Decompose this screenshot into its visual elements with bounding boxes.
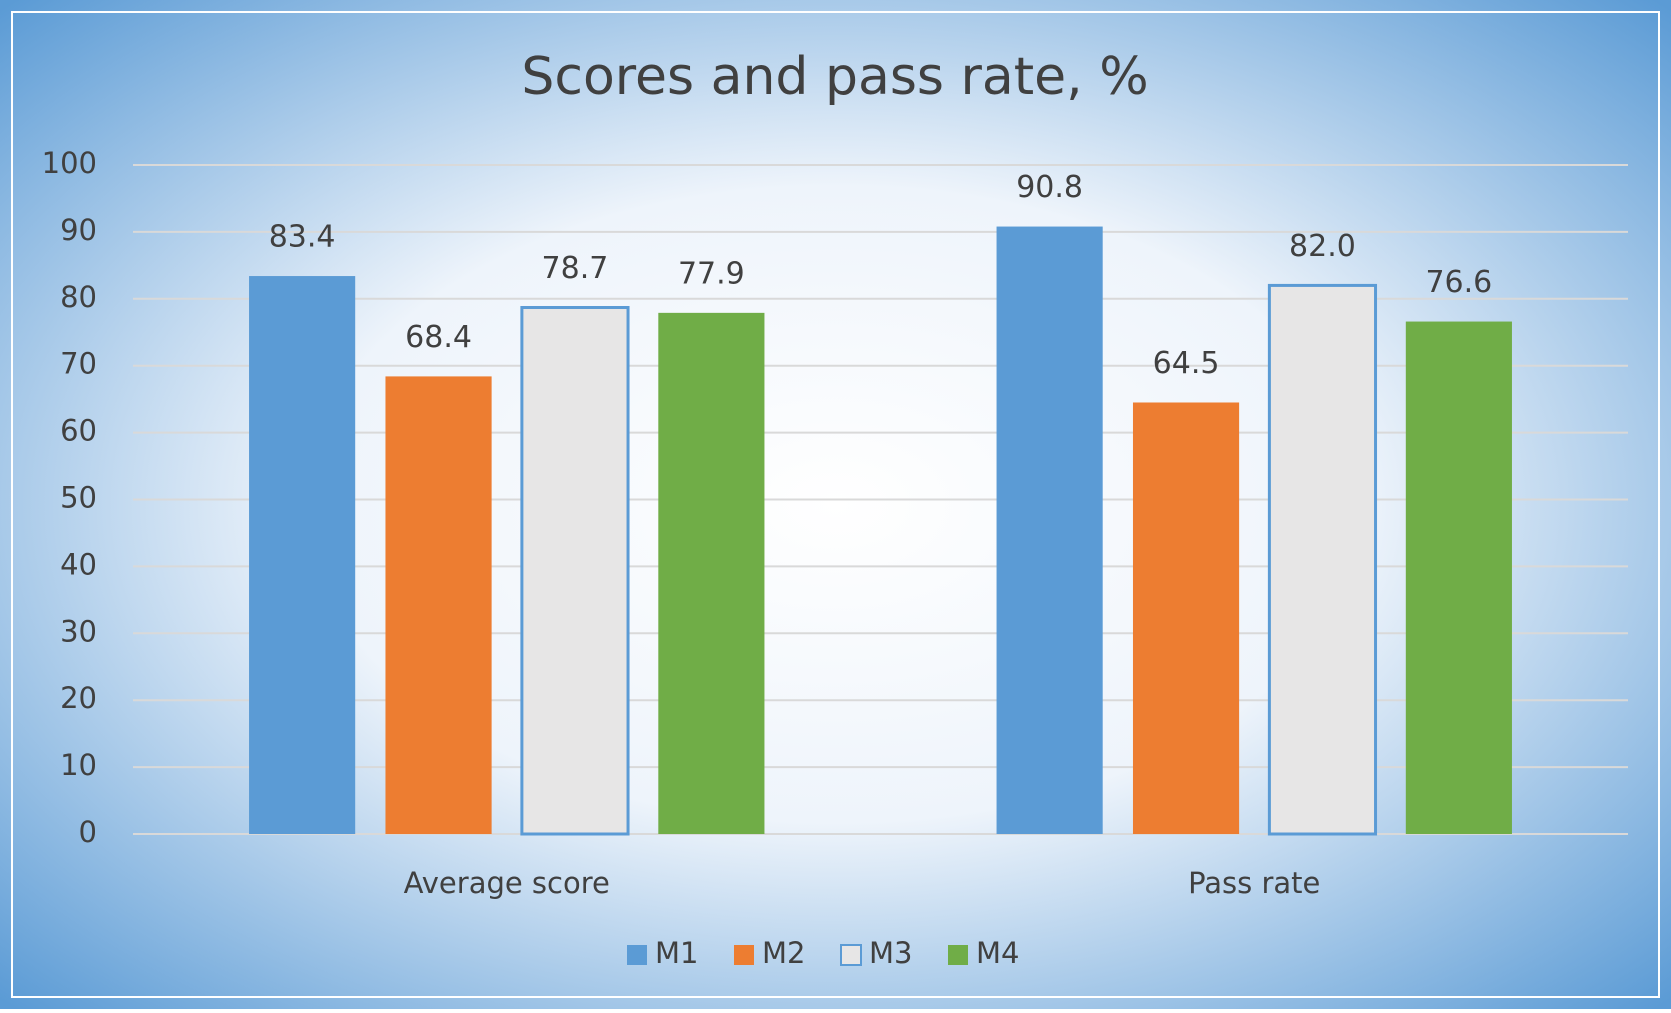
bar xyxy=(249,276,356,835)
data-label: 83.4 xyxy=(269,220,336,255)
data-label: 76.6 xyxy=(1425,265,1492,300)
chart-title: Scores and pass rate, % xyxy=(521,47,1148,107)
x-tick-label: Average score xyxy=(404,866,610,900)
bar xyxy=(1405,321,1512,834)
bar xyxy=(996,226,1103,835)
data-label: 90.8 xyxy=(1016,170,1083,205)
frame xyxy=(11,11,1660,998)
y-tick-label: 70 xyxy=(60,347,97,381)
bar xyxy=(1132,402,1240,834)
legend-swatch xyxy=(948,945,968,965)
legend-swatch xyxy=(627,945,647,965)
y-tick-label: 50 xyxy=(60,481,97,515)
y-tick-label: 90 xyxy=(60,213,97,247)
bar xyxy=(658,312,765,834)
data-label: 82.0 xyxy=(1289,229,1356,264)
y-tick-label: 100 xyxy=(42,146,97,180)
y-tick-label: 60 xyxy=(60,414,97,448)
y-tick-label: 40 xyxy=(60,547,97,581)
x-tick-label: Pass rate xyxy=(1188,866,1320,900)
y-tick-label: 30 xyxy=(60,614,97,648)
bar xyxy=(1267,283,1378,836)
legend-swatch xyxy=(734,945,754,965)
y-tick-label: 20 xyxy=(60,681,97,715)
legend-label: M2 xyxy=(762,936,805,970)
legend-label: M3 xyxy=(869,936,912,970)
bar xyxy=(385,376,492,834)
bar xyxy=(520,305,630,836)
data-label: 77.9 xyxy=(678,256,745,291)
y-tick-label: 0 xyxy=(79,815,97,849)
y-tick-label: 80 xyxy=(60,280,97,314)
y-tick-label: 10 xyxy=(60,748,97,782)
data-label: 64.5 xyxy=(1153,346,1220,381)
data-label: 78.7 xyxy=(542,251,609,286)
legend-label: M1 xyxy=(655,936,698,970)
legend-swatch xyxy=(840,944,862,966)
data-label: 68.4 xyxy=(405,320,472,355)
legend-label: M4 xyxy=(976,936,1019,970)
